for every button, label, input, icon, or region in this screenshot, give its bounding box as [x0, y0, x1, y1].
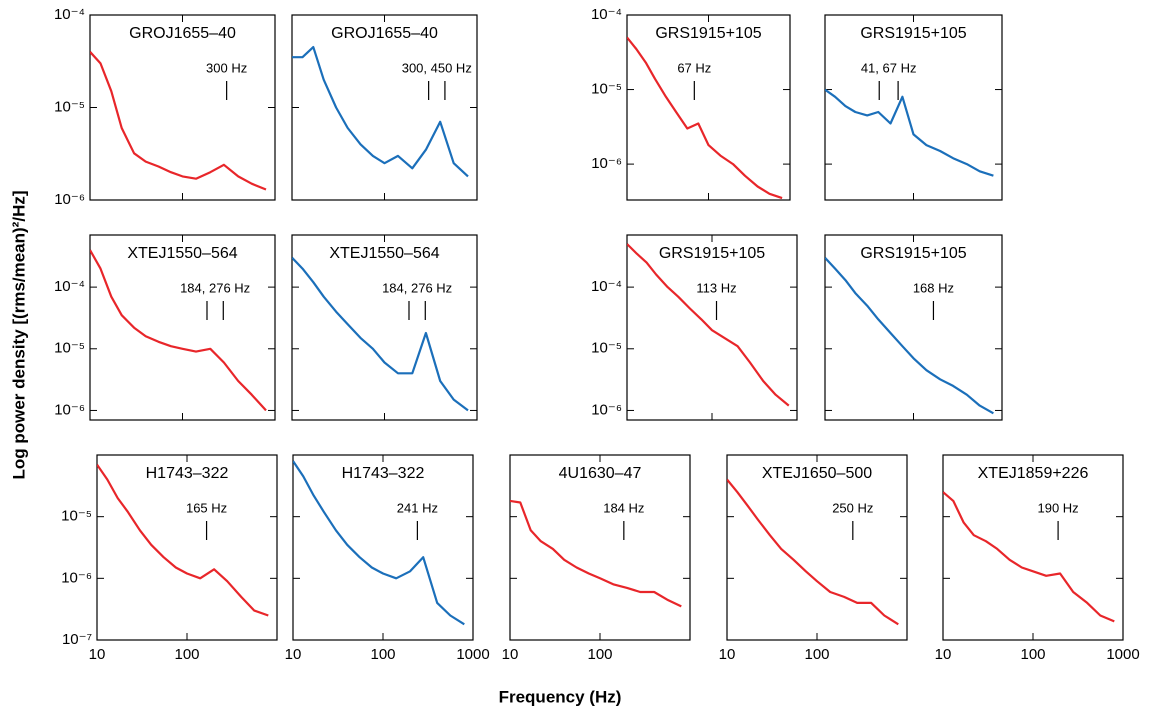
x-tick-label: 1000: [456, 646, 489, 663]
panel-frame: [824, 234, 1003, 421]
x-tick-label: 100: [587, 646, 612, 663]
spectrum-line: [943, 491, 1115, 623]
panel-title: H1743–322: [146, 465, 229, 482]
qpo-label: 165 Hz: [186, 500, 227, 515]
panel: 10⁻⁵ 10⁻⁶ 10⁻⁷10 100 H1743–322 165 Hz: [61, 454, 278, 663]
qpo-label: 184 Hz: [603, 500, 644, 515]
panel-frame: [89, 234, 276, 421]
spectrum-line: [825, 256, 994, 415]
panel-title: H1743–322: [342, 465, 425, 482]
y-tick-label: 10⁻⁶: [591, 401, 622, 418]
panel: GROJ1655–40 300, 450 Hz: [291, 14, 478, 201]
y-axis-label: Log power density [(rms/mean)²/Hz]: [9, 190, 28, 479]
panel: 10⁻⁴ 10⁻⁵ 10⁻⁶ GRS1915+105 113 Hz: [591, 234, 798, 421]
panel-frame: [626, 14, 791, 201]
qpo-label: 300, 450 Hz: [402, 60, 472, 75]
qpo-label: 241 Hz: [397, 500, 438, 515]
panel: 10 100 4U1630–47 184 Hz: [502, 454, 691, 663]
qpo-label: 184, 276 Hz: [382, 280, 452, 295]
panel: XTEJ1550–564 184, 276 Hz: [291, 234, 478, 421]
y-tick-label: 10⁻⁵: [591, 340, 622, 357]
qpo-label: 184, 276 Hz: [180, 280, 250, 295]
panel-frame: [291, 14, 478, 201]
panel-title: XTEJ1550–564: [329, 245, 439, 262]
qpo-label: 168 Hz: [913, 280, 954, 295]
qpo-label: 41, 67 Hz: [861, 60, 917, 75]
panel-frame: [89, 14, 276, 201]
panel: 10⁻⁴ 10⁻⁵ 10⁻⁶ GRS1915+105 67 Hz: [591, 6, 791, 201]
x-tick-label: 100: [804, 646, 829, 663]
x-tick-label: 100: [1020, 646, 1045, 663]
y-tick-label: 10⁻⁶: [54, 401, 85, 418]
y-tick-label: 10⁻⁶: [591, 155, 622, 172]
spectrum-line: [90, 51, 267, 191]
panel: GRS1915+105 41, 67 Hz: [824, 14, 1003, 201]
x-tick-label: 1000: [1106, 646, 1139, 663]
qpo-label: 67 Hz: [677, 60, 711, 75]
panel: GRS1915+105 168 Hz: [824, 234, 1003, 421]
panel: 10 100 1000 H1743–322 241 Hz: [285, 454, 490, 663]
x-tick-label: 10: [935, 646, 952, 663]
y-tick-label: 10⁻⁵: [54, 340, 85, 357]
panel: 10⁻⁴ 10⁻⁵ 10⁻⁶ XTEJ1550–564 184, 276 Hz: [54, 234, 276, 421]
panel-frame: [626, 234, 798, 421]
spectrum-line: [825, 88, 994, 177]
x-axis-label: Frequency (Hz): [499, 687, 622, 706]
x-tick-label: 10: [285, 646, 302, 663]
y-tick-label: 10⁻⁵: [591, 81, 622, 98]
qpo-label: 250 Hz: [832, 500, 873, 515]
y-tick-label: 10⁻⁷: [62, 631, 92, 648]
spectrum-line: [510, 499, 682, 608]
panel-title: XTEJ1859+226: [978, 465, 1089, 482]
panel-frame: [96, 454, 278, 641]
x-tick-label: 10: [719, 646, 736, 663]
spectrum-line: [293, 460, 465, 626]
panel-frame: [509, 454, 691, 641]
spectrum-line: [292, 45, 469, 178]
panel-title: GRS1915+105: [655, 25, 761, 42]
spectrum-line: [97, 463, 269, 617]
panel-title: GRS1915+105: [860, 245, 966, 262]
y-tick-label: 10⁻⁵: [54, 98, 85, 115]
qpo-label: 113 Hz: [696, 280, 736, 295]
spectrum-line: [90, 249, 267, 412]
panel-title: XTEJ1550–564: [127, 245, 237, 262]
panel-title: 4U1630–47: [559, 465, 642, 482]
y-tick-label: 10⁻⁶: [61, 569, 92, 586]
panel-title: GRS1915+105: [659, 245, 765, 262]
panel-frame: [824, 14, 1003, 201]
x-tick-label: 100: [174, 646, 199, 663]
spectrum-line: [627, 36, 783, 200]
panel: 10 100 XTEJ1650–500 250 Hz: [719, 454, 908, 663]
panel-title: GROJ1655–40: [331, 25, 438, 42]
spectrum-line: [292, 256, 469, 412]
qpo-label: 300 Hz: [206, 60, 247, 75]
qpo-label: 190 Hz: [1037, 500, 1078, 515]
y-tick-label: 10⁻⁴: [54, 278, 85, 295]
y-tick-label: 10⁻⁴: [591, 278, 622, 295]
x-tick-label: 100: [370, 646, 395, 663]
panel: 10⁻⁴ 10⁻⁵ 10⁻⁶ GROJ1655–40 300 Hz: [54, 6, 276, 208]
y-tick-label: 10⁻⁶: [54, 191, 85, 208]
y-tick-label: 10⁻⁵: [61, 508, 92, 525]
x-tick-label: 10: [502, 646, 519, 663]
spectrum-line: [727, 478, 899, 626]
x-tick-label: 10: [89, 646, 106, 663]
y-tick-label: 10⁻⁴: [591, 6, 622, 23]
panel-title: GRS1915+105: [860, 25, 966, 42]
panel-title: GROJ1655–40: [129, 25, 236, 42]
panel: 10 100 1000 XTEJ1859+226 190 Hz: [935, 454, 1140, 663]
y-tick-label: 10⁻⁴: [54, 6, 85, 23]
panel-title: XTEJ1650–500: [762, 465, 872, 482]
spectrum-line: [627, 243, 790, 407]
